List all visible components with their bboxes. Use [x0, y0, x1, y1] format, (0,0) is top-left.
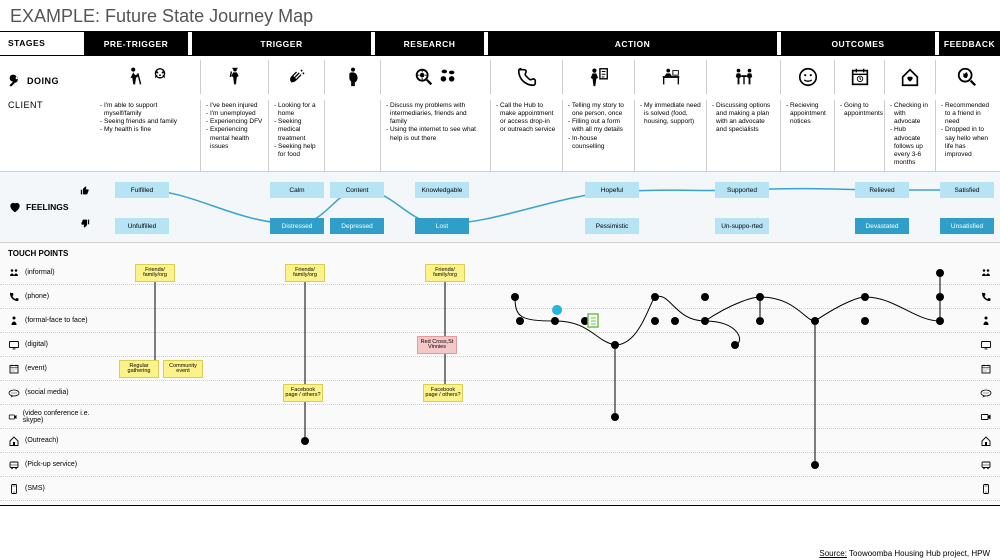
feeling-box-6: Knowledgable — [415, 182, 469, 198]
feeling-box-2: Calm — [270, 182, 324, 198]
key-icon — [8, 74, 22, 88]
client-text-5: Call the Hub to make appointment or acce… — [490, 100, 562, 171]
feeling-box-7: Lost — [415, 218, 469, 234]
house-icon — [8, 435, 20, 447]
people-icon — [8, 267, 20, 279]
doing-col-0 — [95, 60, 200, 94]
stage-act: ACTION — [487, 32, 777, 55]
pregnant-icon — [342, 66, 364, 88]
page-title: EXAMPLE: Future State Journey Map — [0, 0, 1000, 31]
tp-note-2: Community event — [163, 360, 203, 378]
doing-col-5 — [490, 60, 562, 94]
feeling-box-12: Relieved — [855, 182, 909, 198]
client-text-2: Looking for a homeSeeking medical treatm… — [268, 100, 324, 171]
stage-trig: TRIGGER — [191, 32, 371, 55]
client-text-1: I've been injuredI'm unemployedExperienc… — [200, 100, 268, 171]
bus-icon — [8, 459, 20, 471]
source-credit: Source: Toowoomba Housing Hub project, H… — [819, 549, 990, 558]
client-text-10: Going to appointments — [834, 100, 884, 171]
client-text-11: Checking in with advocateHub advocate fo… — [884, 100, 935, 171]
client-text-6: Telling my story to one person, onceFill… — [562, 100, 634, 171]
feeling-box-13: Devastated — [855, 218, 909, 234]
injured-icon — [224, 66, 246, 88]
client-text-12: Recommended to a friend in needDropped i… — [935, 100, 997, 171]
househeart-icon — [899, 66, 921, 88]
calendar-icon — [849, 66, 871, 88]
searchthumb-icon — [956, 66, 978, 88]
client-text-0: I'm able to support myself/familySeeing … — [95, 100, 200, 171]
tp-note-1: Regular gathering — [119, 360, 159, 378]
feeling-box-14: Satisfied — [940, 182, 994, 198]
thumb-up-icon — [80, 186, 90, 196]
family-icon — [149, 66, 171, 88]
cal2-icon — [8, 363, 20, 375]
client-text-9: Recieving appointment notices — [780, 100, 834, 171]
doing-col-4 — [380, 60, 490, 94]
heart-icon — [8, 200, 22, 214]
doing-col-3 — [324, 60, 380, 94]
tp-note-3: Friends/ family/org — [285, 264, 325, 282]
client-row: CLIENT I'm able to support myself/family… — [0, 100, 1000, 171]
stages-label: STAGES — [0, 32, 80, 55]
doing-col-8 — [706, 60, 780, 94]
meeting2-icon — [733, 66, 755, 88]
stage-res: RESEARCH — [374, 32, 484, 55]
feelings-row: FEELINGS Fulfilled Unfulfilled Calm Distres… — [0, 171, 1000, 243]
touchpoints-section: TOUCH POINTS (informal)(phone)(formal-fa… — [0, 243, 1000, 505]
research-icon — [413, 66, 435, 88]
feeling-box-15: Unsatisfied — [940, 218, 994, 234]
feeling-box-1: Unfulfilled — [115, 218, 169, 234]
sms-icon — [8, 483, 20, 495]
desk-icon — [660, 66, 682, 88]
feeling-box-10: Supported — [715, 182, 769, 198]
tp-note-6: Red Cross,St Vinnies — [417, 336, 457, 354]
clipboard-icon — [588, 66, 610, 88]
doing-row: DOING — [0, 56, 1000, 100]
feeling-box-4: Content — [330, 182, 384, 198]
social-icon — [8, 387, 20, 399]
touchpoints-chart — [95, 261, 1000, 505]
client-text-8: Discussing options and making a plan wit… — [706, 100, 780, 171]
phone2-icon — [8, 291, 20, 303]
video-icon — [8, 411, 18, 423]
touchpoints-label: TOUCH POINTS — [8, 249, 68, 258]
feeling-box-5: Depressed — [330, 218, 384, 234]
doing-col-11 — [884, 60, 935, 94]
stage-fb: FEEDBACK — [938, 32, 1000, 55]
feeling-box-0: Fulfilled — [115, 182, 169, 198]
stage-pre: PRE-TRIGGER — [83, 32, 188, 55]
tp-note-4: Facebook page / others? — [283, 384, 323, 402]
doing-col-7 — [634, 60, 706, 94]
chat-icon — [437, 66, 459, 88]
doing-col-2 — [268, 60, 324, 94]
doing-col-9 — [780, 60, 834, 94]
doing-col-1 — [200, 60, 268, 94]
client-text-3 — [324, 100, 380, 171]
monitor-icon — [8, 339, 20, 351]
client-label: CLIENT — [0, 100, 95, 171]
feelings-label: FEELINGS — [8, 200, 69, 214]
doing-col-10 — [834, 60, 884, 94]
walker-icon — [125, 66, 147, 88]
doing-col-12 — [935, 60, 997, 94]
journey-map: STAGES PRE-TRIGGERTRIGGERRESEARCHACTIONO… — [0, 31, 1000, 506]
tp-note-7: Facebook page / others? — [423, 384, 463, 402]
smile-icon — [797, 66, 819, 88]
stage-out: OUTCOMES — [780, 32, 935, 55]
person-icon — [8, 315, 20, 327]
phone-icon — [516, 66, 538, 88]
feeling-box-8: Hopeful — [585, 182, 639, 198]
client-text-7: My immediate need is solved (food, housi… — [634, 100, 706, 171]
feeling-box-11: Un-suppo-rted — [715, 218, 769, 234]
client-text-4: Discuss my problems with intermediaries,… — [380, 100, 490, 171]
doing-label: DOING — [0, 60, 95, 88]
feeling-box-3: Distressed — [270, 218, 324, 234]
feeling-box-9: Pessimistic — [585, 218, 639, 234]
stages-row: STAGES PRE-TRIGGERTRIGGERRESEARCHACTIONO… — [0, 32, 1000, 56]
tp-note-0: Friends/ family/org — [135, 264, 175, 282]
tp-note-5: Friends/ family/org — [425, 264, 465, 282]
doing-col-6 — [562, 60, 634, 94]
thumb-down-icon — [80, 218, 90, 228]
hands-icon — [286, 66, 308, 88]
